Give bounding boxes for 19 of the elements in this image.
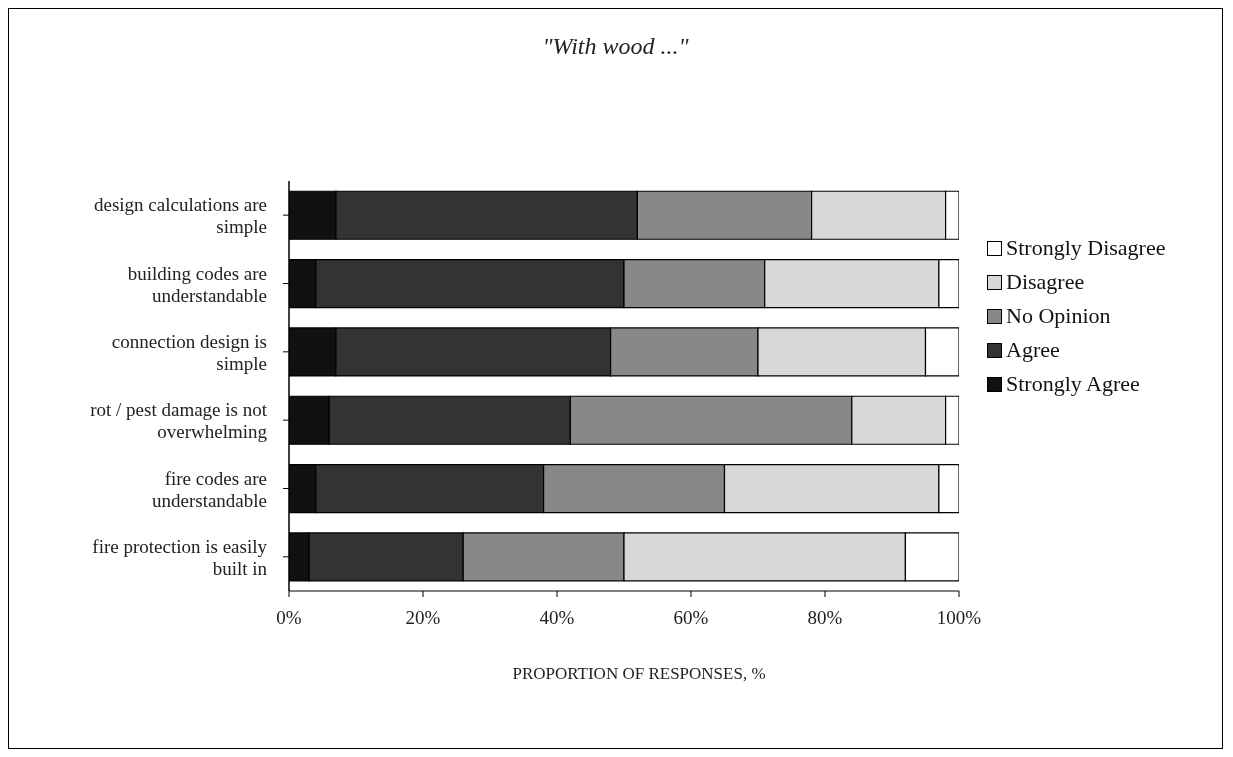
legend-label: Strongly Agree [1005,370,1141,398]
legend-label: No Opinion [1005,302,1112,330]
x-tick-label: 60% [673,607,709,629]
legend-label: Disagree [1005,268,1086,296]
y-tick-label: fire codes are understandable [151,467,267,510]
x-tick-label: 40% [539,607,575,629]
y-tick-label: building codes are understandable [127,262,267,305]
x-tick-label: 80% [807,607,843,629]
legend-label: Agree [1005,336,1061,364]
chart-title: "With wood ..." [541,33,690,60]
legend-label: Strongly Disagree [1005,234,1166,262]
y-tick-label: fire protection is easily built in [92,535,268,579]
x-tick-label: 100% [936,607,982,629]
y-tick-label: design calculations are simple [93,193,267,237]
x-tick-label: 0% [276,607,302,629]
x-axis-title: PROPORTION OF RESPONSES, % [511,664,767,684]
y-tick-label: rot / pest damage is not overwhelming [90,398,268,442]
x-tick-label: 20% [405,607,441,629]
y-tick-label: connection design is simple [111,330,267,374]
